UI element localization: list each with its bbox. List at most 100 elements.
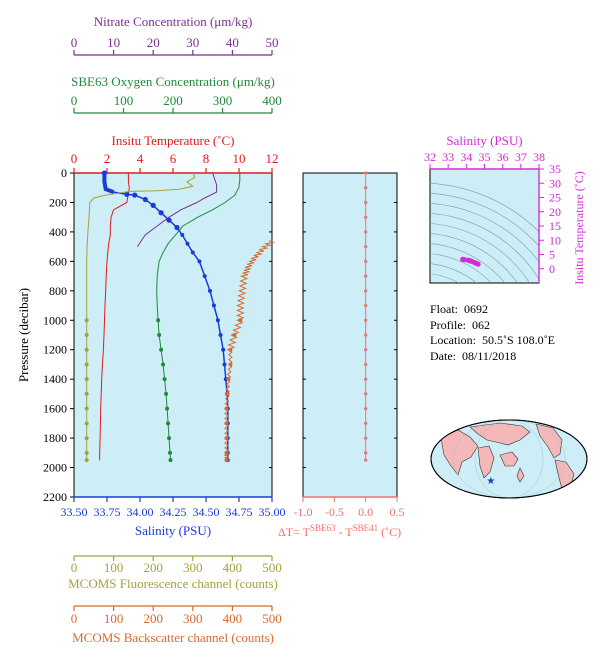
continent-shape	[469, 422, 531, 446]
oxygen-data-point	[162, 377, 167, 382]
delta-t-data-point	[364, 318, 368, 322]
backscatter-tick-label: 400	[223, 611, 243, 626]
temperature-tick-label: 4	[137, 151, 144, 166]
delta-t-data-point	[364, 436, 368, 440]
nitrate-axis-label: Nitrate Concentration (μm/kg)	[94, 14, 253, 29]
salinity-data-point	[158, 210, 164, 216]
nitrate-tick-label: 10	[107, 35, 120, 50]
salinity-data-point	[142, 196, 148, 203]
backscatter-tick-label: 200	[143, 611, 163, 626]
map-graticule	[452, 420, 566, 498]
delta-t-data-point	[364, 348, 368, 352]
delta-t-data-point	[364, 230, 368, 234]
backscatter-axis-label: MCOMS Backscatter channel (counts)	[72, 630, 274, 645]
delta-t-label-superscript: SBE63	[310, 523, 336, 533]
delta-t-data-point	[364, 303, 368, 308]
location-row: Location: 50.5˚S 108.0˚E	[430, 333, 555, 347]
pressure-tick-label: 1600	[43, 402, 67, 416]
nitrate-tick-label: 40	[226, 35, 239, 50]
ts-temperature-tick-label: 35	[549, 162, 561, 176]
temperature-tick-label: 0	[71, 151, 78, 166]
oxygen-axis-label: SBE63 Oxygen Concentration (μm/kg)	[71, 74, 275, 89]
backscatter-data-point	[225, 391, 230, 396]
salinity-data-point	[218, 333, 223, 337]
salinity-data-point	[211, 303, 216, 308]
fluorescence-data-point	[84, 333, 89, 337]
oxygen-data-point	[156, 318, 161, 323]
fluorescence-series-line	[86, 172, 196, 461]
fluorescence-data-point	[84, 458, 89, 463]
nitrate-tick-label: 20	[147, 35, 160, 50]
continent-shape	[477, 445, 495, 479]
salinity-data-point	[124, 191, 130, 197]
backscatter-data-point	[224, 421, 229, 426]
oxygen-data-point	[161, 362, 166, 367]
fluorescence-data-point	[84, 450, 89, 455]
delta-t-tick-label: -0.5	[325, 505, 344, 519]
ts-salinity-tick-label: 33	[442, 150, 454, 164]
backscatter-data-point	[232, 333, 237, 337]
delta-t-data-point	[364, 421, 368, 425]
salinity-tick-label: 34.75	[226, 505, 253, 519]
salinity-tick-label: 33.50	[61, 505, 88, 519]
pressure-tick-label: 400	[49, 225, 67, 239]
oxygen-data-point	[159, 347, 164, 352]
delta-t-plot-area	[302, 172, 398, 498]
delta-t-label-part: ΔT= T	[278, 525, 311, 539]
backscatter-data-point	[224, 436, 229, 441]
world-map-border	[430, 419, 588, 499]
float-id-row: Float: 0692	[430, 302, 489, 316]
salinity-data-point	[174, 224, 180, 231]
delta-t-data-point	[364, 259, 368, 263]
delta-t-tick-label: 0.5	[390, 505, 405, 519]
delta-t-data-point	[364, 274, 368, 278]
fluorescence-data-point	[84, 421, 89, 426]
ts-salinity-tick-label: 34	[460, 150, 472, 164]
oxygen-tick-label: 300	[213, 93, 233, 108]
main-plot-area	[73, 172, 273, 498]
nitrate-tick-label: 0	[71, 35, 78, 50]
delta-t-data-point	[364, 171, 368, 175]
continent-shape	[516, 467, 525, 483]
delta-t-data-point	[364, 186, 368, 190]
backscatter-tick-label: 500	[262, 611, 282, 626]
delta-t-data-point	[364, 362, 368, 367]
continent-shape	[499, 451, 519, 467]
pressure-tick-label: 0	[61, 166, 67, 180]
delta-t-data-point	[364, 451, 368, 455]
backscatter-data-point	[226, 377, 231, 382]
oxygen-tick-label: 0	[71, 93, 78, 108]
oxygen-data-point	[164, 391, 169, 396]
delta-t-data-point	[364, 407, 368, 411]
temperature-axis-label: Insitu Temperature (˚C)	[111, 133, 234, 148]
nitrate-tick-label: 30	[186, 35, 199, 50]
backscatter-data-point	[228, 362, 233, 367]
delta-t-data-point	[364, 289, 368, 293]
fluorescence-data-point	[84, 362, 89, 367]
fluorescence-axis-label: MCOMS Fluorescence channel (counts)	[68, 576, 278, 591]
backscatter-series-line	[223, 240, 276, 461]
salinity-data-point	[185, 241, 190, 246]
pressure-tick-label: 1400	[43, 372, 67, 386]
fluorescence-tick-label: 100	[104, 560, 124, 575]
oxygen-series-line	[156, 173, 241, 461]
backscatter-tick-label: 100	[104, 611, 124, 626]
ts-salinity-tick-label: 36	[497, 150, 509, 164]
pressure-tick-label: 600	[49, 254, 67, 268]
salinity-axis-label: Salinity (PSU)	[135, 523, 211, 538]
temperature-tick-label: 2	[104, 151, 111, 166]
oxygen-tick-label: 100	[114, 93, 134, 108]
delta-t-tick-label: -1.0	[294, 505, 313, 519]
temperature-tick-label: 6	[170, 151, 177, 166]
temperature-tick-label: 12	[266, 151, 279, 166]
fluorescence-tick-label: 0	[71, 560, 78, 575]
ts-temperature-tick-label: 5	[549, 248, 555, 262]
pressure-tick-label: 800	[49, 284, 67, 298]
date-row: Date: 08/11/2018	[430, 348, 517, 363]
salinity-tick-label: 35.00	[259, 505, 286, 519]
pressure-tick-label: 2200	[43, 490, 67, 504]
oxygen-data-point	[157, 333, 162, 337]
ts-temperature-tick-label: 10	[549, 233, 561, 247]
salinity-mixed-layer-line	[102, 173, 115, 194]
